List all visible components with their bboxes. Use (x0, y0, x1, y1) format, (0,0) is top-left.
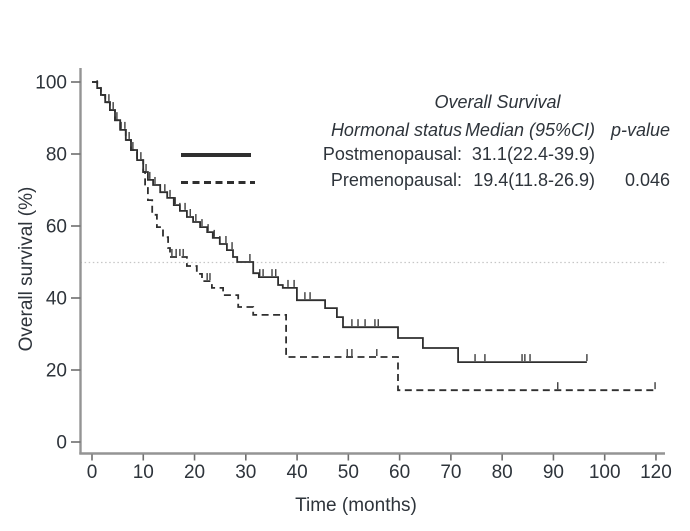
legend-label-premenopausal: Premenopausal: (330, 170, 462, 190)
x-tick-label: 90 (543, 462, 564, 483)
legend-median-postmenopausal: 31.1(22.4-39.9) (471, 144, 595, 164)
x-tick-label: 80 (492, 462, 513, 483)
series-postmenopausal-curve (92, 81, 587, 363)
x-tick-label: 30 (235, 462, 256, 483)
y-tick-label: 80 (46, 145, 67, 166)
y-axis-title: Overall survival (%) (16, 186, 37, 352)
series-premenopausal-curve (92, 81, 656, 392)
legend-median-premenopausal: 19.4(11.8-26.9) (473, 170, 595, 190)
legend-line-dashed-premenopausal (181, 181, 255, 184)
x-tick-label: 0 (87, 462, 98, 483)
legend-header-hormonal-status: Hormonal status (330, 120, 462, 140)
x-tick-label: 100 (589, 462, 621, 483)
y-tick-label: 60 (46, 217, 67, 238)
x-tick-label: 120 (640, 462, 672, 483)
y-tick-label: 20 (46, 361, 67, 382)
legend-line-solid-postmenopausal (181, 153, 251, 157)
legend-header-overall-survival: Overall Survival (434, 92, 561, 112)
legend-label-postmenopausal: Postmenopausal: (322, 144, 462, 164)
legend-header-p-value: p-value (610, 120, 670, 140)
legend-p-value: 0.046 (624, 170, 670, 190)
x-tick-label: 10 (133, 462, 154, 483)
y-tick-label: 100 (35, 73, 67, 94)
y-tick-label: 0 (56, 433, 67, 454)
y-tick-label: 40 (46, 289, 67, 310)
x-tick-label: 70 (440, 462, 461, 483)
x-tick-label: 60 (389, 462, 410, 483)
x-tick-label: 50 (338, 462, 359, 483)
x-axis-title: Time (months) (295, 495, 417, 516)
legend-header-median: Median (95%CI) (464, 120, 595, 140)
x-tick-label: 40 (287, 462, 308, 483)
x-tick-label: 20 (184, 462, 205, 483)
